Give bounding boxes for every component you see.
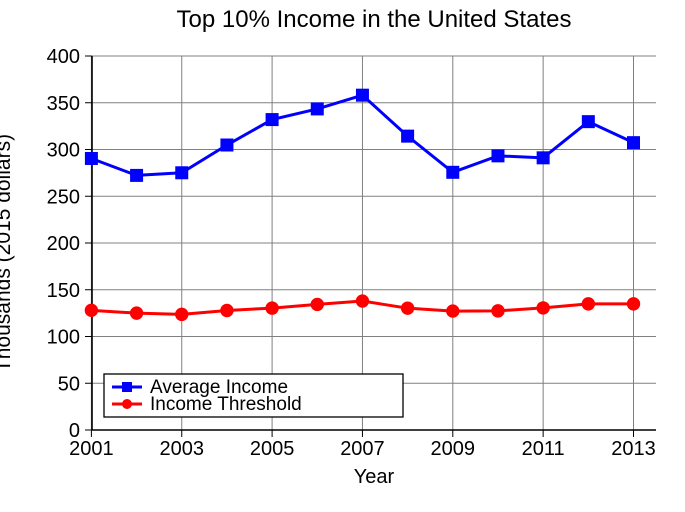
svg-text:400: 400 [47, 46, 80, 68]
svg-text:350: 350 [47, 93, 80, 115]
svg-text:2013: 2013 [611, 438, 656, 460]
svg-text:2003: 2003 [160, 438, 205, 460]
svg-text:100: 100 [47, 327, 80, 349]
svg-text:150: 150 [47, 280, 80, 302]
svg-text:50: 50 [58, 373, 80, 395]
svg-text:Income Threshold: Income Threshold [150, 394, 302, 415]
svg-text:2009: 2009 [431, 438, 476, 460]
svg-text:250: 250 [47, 186, 80, 208]
svg-text:2011: 2011 [522, 438, 565, 460]
svg-text:2005: 2005 [250, 438, 295, 460]
svg-text:2001: 2001 [69, 438, 114, 460]
svg-text:200: 200 [47, 233, 80, 255]
svg-text:2007: 2007 [340, 438, 385, 460]
svg-text:300: 300 [47, 140, 80, 162]
